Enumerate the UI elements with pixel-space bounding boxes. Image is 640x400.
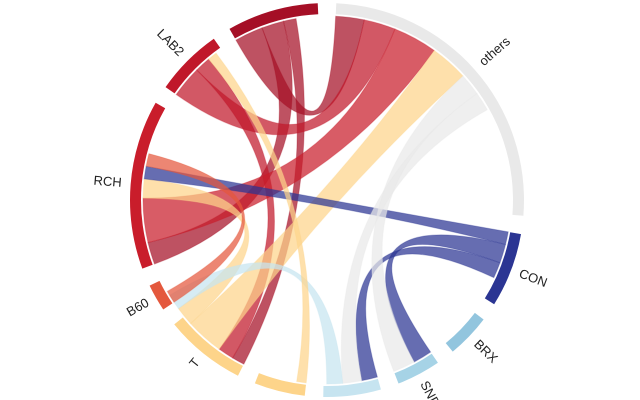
node-arc: [165, 38, 221, 94]
node-label: CON: [517, 266, 549, 290]
ribbon: [145, 153, 246, 303]
ribbon: [355, 246, 501, 382]
node-arc: [394, 353, 438, 384]
node-arc: [323, 378, 381, 398]
ribbon: [143, 165, 509, 246]
node-arc: [445, 312, 484, 352]
node-label: SNPO: [417, 378, 447, 400]
node-arc: [254, 373, 306, 396]
node-label: B60: [124, 295, 152, 320]
ribbon: [340, 92, 489, 384]
node-label: RCH: [93, 173, 122, 190]
node-label: LAB2: [154, 26, 187, 59]
node-label: T: [186, 355, 203, 371]
ribbon: [207, 52, 310, 384]
node-label: BRX: [471, 337, 501, 367]
node-arc: [149, 280, 173, 310]
node-arc: [130, 102, 166, 269]
node-arc: [484, 232, 522, 305]
node-label: others: [476, 33, 513, 68]
node-arc: [229, 3, 319, 39]
ribbon: [385, 234, 507, 363]
node-arc: [174, 317, 243, 376]
ribbons: [142, 15, 509, 385]
